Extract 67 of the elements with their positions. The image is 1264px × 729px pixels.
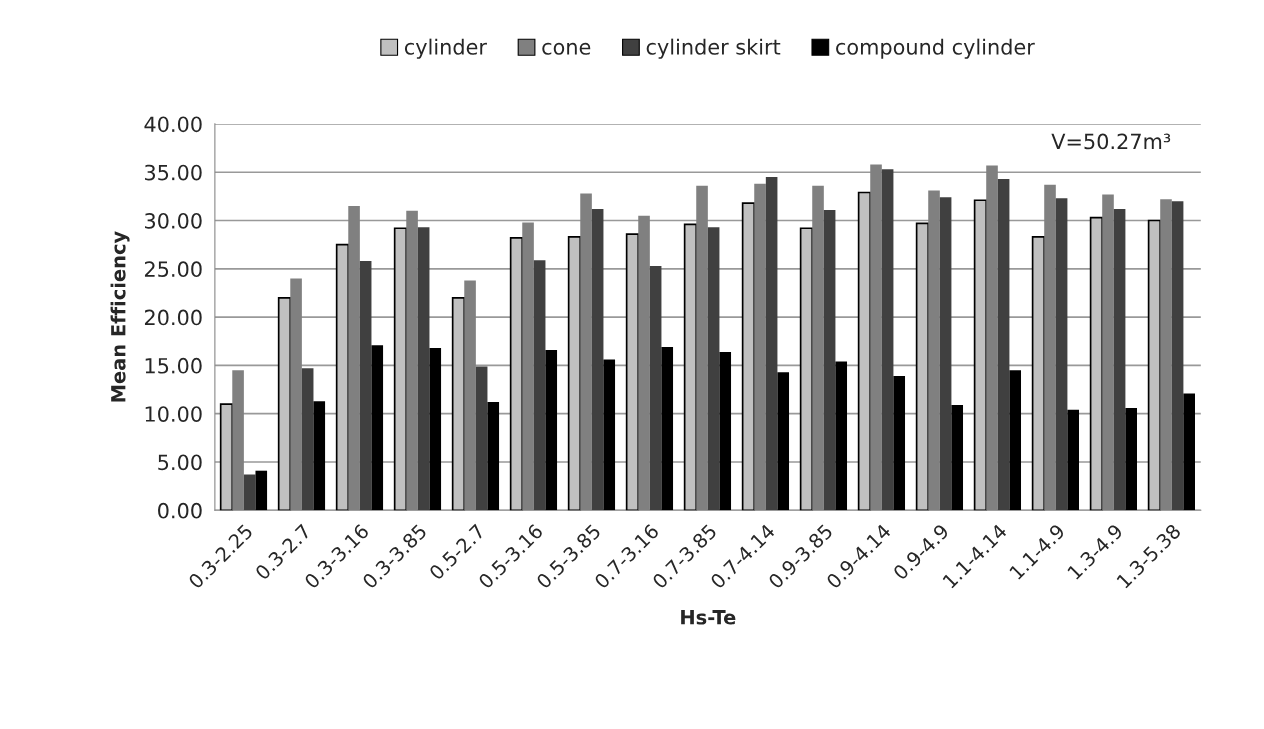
bar	[1089, 216, 1104, 511]
y-tick-label: 0.00	[158, 502, 202, 519]
bar	[835, 361, 848, 511]
bar	[335, 243, 350, 511]
legend-label: cone	[542, 42, 591, 55]
bar	[451, 296, 466, 511]
bar	[939, 197, 952, 511]
bar	[707, 227, 720, 511]
bar	[881, 169, 894, 511]
y-axis-title: Mean Efficiency	[110, 231, 130, 402]
bar	[219, 403, 234, 511]
bar	[313, 401, 326, 511]
bar	[661, 347, 674, 511]
bar	[719, 351, 732, 511]
bar	[741, 202, 756, 511]
y-tick-label: 40.00	[144, 116, 202, 133]
bar	[255, 470, 268, 511]
y-tick-label: 15.00	[145, 357, 202, 374]
annotation: V=50.27m³	[1051, 133, 1171, 150]
x-axis-title: Hs-Te	[681, 610, 736, 625]
bar	[429, 348, 442, 511]
bar	[823, 209, 836, 511]
bar	[649, 265, 662, 511]
bar	[277, 296, 292, 511]
bar	[1031, 236, 1046, 511]
bar	[301, 368, 314, 511]
bar	[683, 223, 698, 511]
y-tick-label: 25.00	[144, 261, 202, 278]
bar	[359, 261, 372, 511]
bar	[393, 227, 408, 511]
y-tick-label: 30.00	[145, 212, 202, 229]
bar	[591, 208, 604, 511]
bar	[1113, 208, 1126, 511]
bar	[603, 359, 616, 511]
bar	[1009, 370, 1022, 511]
bar	[777, 372, 790, 511]
y-tick-label: 20.00	[144, 309, 202, 326]
bar	[1125, 407, 1138, 511]
bar	[857, 191, 872, 511]
bar	[1171, 201, 1184, 511]
bar	[893, 376, 906, 511]
bar	[545, 349, 558, 511]
bar	[371, 345, 384, 511]
legend-label: compound cylinder	[836, 38, 1035, 59]
bar	[915, 222, 930, 511]
bar	[951, 405, 964, 511]
y-tick-label: 5.00	[158, 454, 202, 471]
bar	[973, 199, 988, 511]
bar	[487, 402, 500, 511]
bar	[533, 260, 546, 511]
bar	[567, 236, 582, 511]
bar	[997, 178, 1010, 511]
bar	[243, 474, 256, 511]
bar	[509, 237, 524, 511]
bar	[765, 177, 778, 511]
bar	[417, 227, 430, 511]
bar	[625, 233, 640, 511]
bar	[1183, 393, 1195, 511]
bar	[1147, 219, 1162, 511]
y-tick-label: 10.00	[145, 406, 202, 422]
bar	[1067, 409, 1080, 511]
legend-label: cylinder	[404, 38, 487, 59]
legend-label: cylinder skirt	[646, 38, 781, 59]
y-tick-label: 35.00	[145, 164, 202, 181]
bar	[799, 227, 814, 511]
bar	[1055, 198, 1068, 511]
bar	[475, 366, 488, 511]
